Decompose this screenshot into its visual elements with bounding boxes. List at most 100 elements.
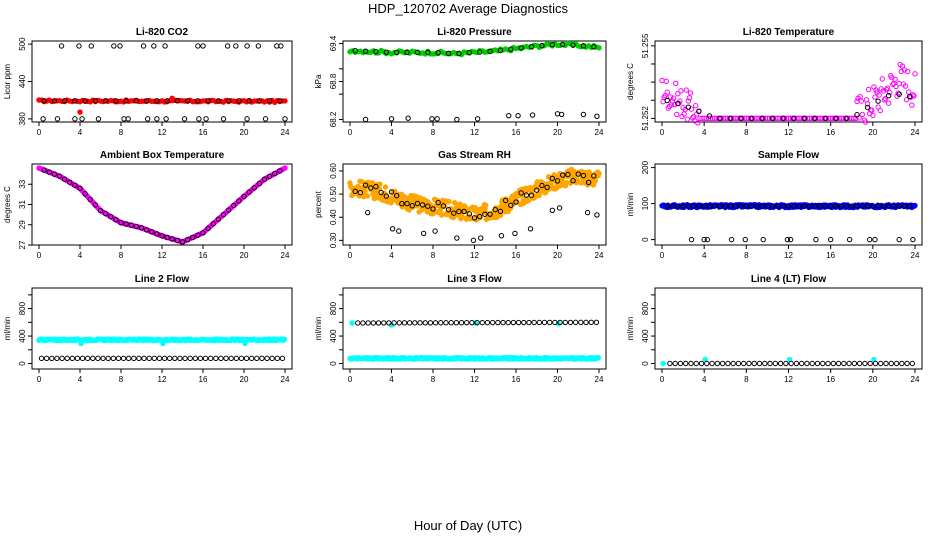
data-point (419, 202, 426, 208)
data-point (769, 115, 776, 122)
y-axis-label: ml/min (3, 317, 12, 341)
data-point (143, 227, 150, 233)
data-point (862, 360, 868, 367)
data-point (182, 355, 188, 362)
data-point (164, 234, 170, 241)
x-tick-label: 4 (389, 128, 394, 137)
data-point (502, 196, 509, 202)
x-tick-label: 4 (702, 128, 707, 137)
data-point (704, 236, 711, 243)
data-point (195, 232, 201, 238)
data-point (425, 49, 431, 56)
data-point (456, 208, 462, 215)
x-tick-label: 8 (431, 375, 436, 384)
data-point (482, 211, 488, 217)
data-series (688, 236, 916, 243)
y-tick-label: 31 (18, 200, 27, 209)
chart-title: Line 2 Flow (135, 274, 190, 285)
data-point (236, 98, 242, 104)
y-tick-label: 68.8 (329, 73, 338, 89)
data-point (215, 216, 222, 222)
data-point (430, 206, 436, 212)
chart-title: Li-820 Temperature (743, 27, 835, 38)
data-point (388, 116, 395, 122)
data-point (780, 203, 786, 209)
data-point (174, 237, 181, 244)
data-point (899, 360, 905, 367)
data-point (675, 100, 681, 107)
data-point (746, 360, 752, 367)
data-point (891, 203, 897, 209)
data-point (536, 319, 543, 326)
data-point (528, 192, 535, 198)
data-point (833, 115, 839, 122)
data-point (584, 209, 591, 216)
data-point (727, 203, 734, 209)
chart-panel: Ambient Box Temperature degrees C 27 29 31 33… (3, 150, 293, 260)
data-point (838, 203, 844, 209)
data-point (669, 203, 676, 209)
data-point (759, 115, 765, 122)
data-point (138, 225, 145, 231)
data-point (432, 320, 439, 326)
data-point (58, 43, 65, 49)
data-point (895, 90, 901, 96)
x-tick-label: 0 (37, 251, 42, 260)
data-point (231, 202, 237, 209)
x-tick-label: 0 (660, 128, 665, 137)
data-point (386, 320, 392, 326)
data-series (41, 98, 283, 104)
data-point (177, 355, 183, 362)
data-point (404, 200, 410, 207)
data-point (780, 115, 786, 122)
data-point (172, 355, 178, 362)
data-series (352, 41, 597, 57)
data-point (887, 89, 893, 96)
data-series (347, 40, 602, 58)
data-point (243, 355, 250, 362)
data-point (393, 49, 400, 56)
x-tick-label: 0 (660, 375, 665, 384)
data-point (140, 43, 147, 49)
data-point (701, 236, 707, 243)
data-point (223, 355, 229, 362)
data-point (510, 319, 517, 326)
chart-title: Li-820 Pressure (437, 27, 512, 38)
data-point (197, 355, 204, 362)
data-point (61, 98, 68, 104)
data-point (565, 171, 571, 178)
data-point (896, 80, 902, 87)
x-tick-label: 4 (389, 375, 394, 384)
data-point (830, 360, 837, 367)
data-point (466, 50, 473, 56)
data-point (241, 193, 247, 200)
data-point (843, 203, 850, 209)
data-point (393, 192, 400, 199)
y-tick-label: 400 (329, 329, 338, 343)
data-point (401, 320, 408, 326)
data-point (427, 320, 434, 326)
data-point (570, 178, 576, 184)
data-point (46, 169, 52, 175)
data-point (500, 319, 506, 326)
data-point (373, 48, 379, 55)
data-point (549, 207, 556, 213)
data-point (885, 93, 892, 99)
data-point (362, 182, 369, 188)
data-point (225, 207, 232, 213)
data-point (706, 203, 713, 209)
chart-title: Li-820 CO2 (136, 27, 189, 38)
data-point (434, 116, 440, 122)
data-point (809, 360, 815, 367)
data-point (364, 209, 371, 216)
data-point (256, 180, 263, 187)
x-tick-label: 0 (660, 251, 665, 260)
x-tick-label: 0 (348, 375, 353, 384)
data-series (38, 355, 286, 362)
data-point (49, 355, 55, 362)
data-point (364, 193, 371, 199)
data-point (82, 98, 88, 104)
chart-panel: Line 3 Flow ml/min 0 400 800 0 4 8 12 16 20 24 (314, 274, 607, 384)
data-point (508, 46, 514, 52)
data-point (901, 203, 908, 209)
